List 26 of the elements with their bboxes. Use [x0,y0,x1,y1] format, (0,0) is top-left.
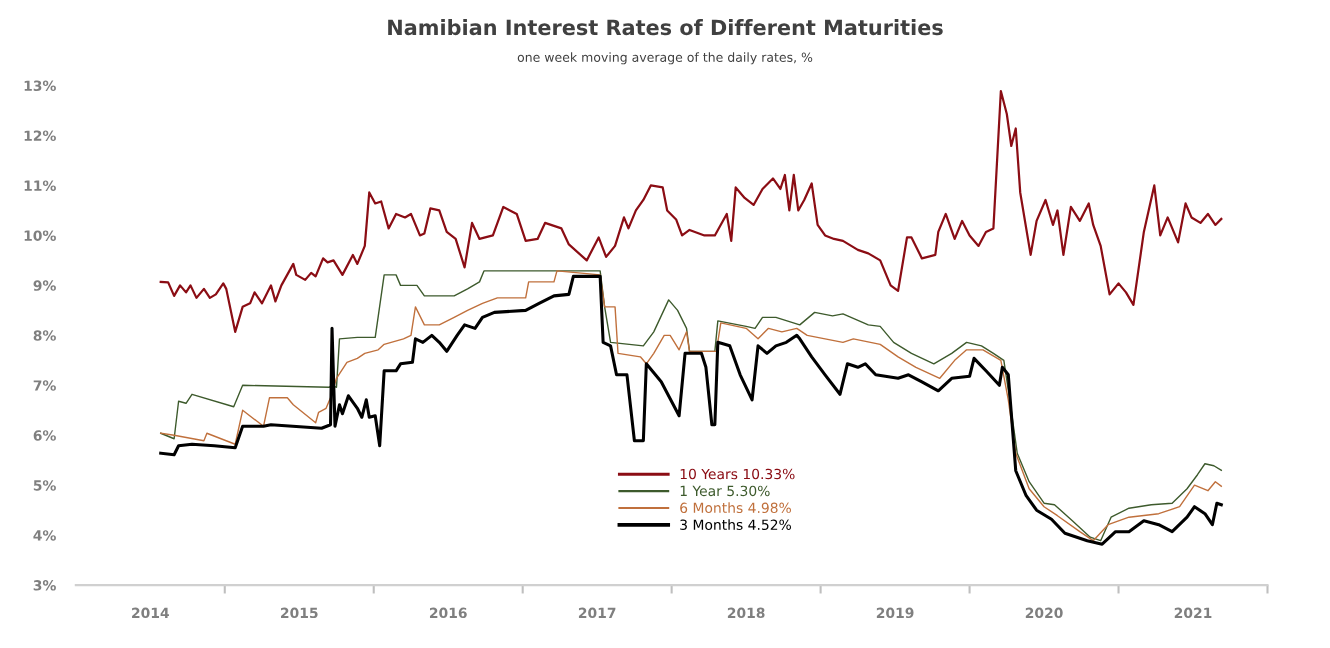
y-tick-label: 13% [24,80,56,92]
y-tick-label: 7% [33,380,56,391]
y-tick-label: 5% [33,480,56,491]
x-tick-label: 2020 [1025,607,1063,619]
y-tick-label: 4% [33,530,56,541]
y-tick-label: 11% [24,180,56,191]
x-tick-label: 2021 [1174,607,1212,619]
legend-label: 6 Months 4.98% [680,502,791,514]
y-tick-label: 12% [24,130,56,141]
y-tick-label: 10% [24,230,56,241]
line-series [159,89,1223,333]
legend-label: 10 Years 10.33% [680,468,795,480]
x-tick-label: 2017 [578,607,616,619]
x-tick-label: 2015 [281,607,318,619]
chart-title: Namibian Interest Rates of Different Maturities [388,19,943,36]
y-tick-label: 6% [33,430,56,441]
x-tick-label: 2019 [876,607,914,619]
y-tick-label: 3% [33,580,56,591]
legend-label: 1 Year 5.30% [680,485,770,497]
chart-subtitle: one week moving average of the daily rates, % [517,52,813,65]
x-tick-label: 2016 [429,607,467,619]
x-tick-label: 2018 [727,607,765,619]
y-tick-label: 8% [33,330,56,341]
x-tick-label: 2014 [132,607,169,619]
legend-label: 3 Months 4.52% [680,519,791,530]
y-tick-label: 9% [33,280,56,291]
